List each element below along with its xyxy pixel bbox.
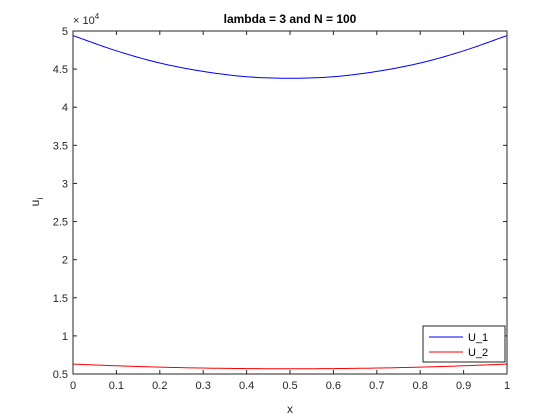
y-tick-label: 4 xyxy=(62,102,68,114)
x-axis-label: x xyxy=(287,402,293,416)
y-tick-label: 3.5 xyxy=(53,140,68,152)
axes-box xyxy=(72,30,508,375)
x-tick-label: 0.6 xyxy=(326,380,341,392)
y-exponent-label: × 104 xyxy=(73,12,100,27)
y-tick-label: 1.5 xyxy=(53,293,68,305)
series-line-u-2 xyxy=(72,363,508,370)
y-tick-label: 4.5 xyxy=(53,64,68,76)
x-tick-label: 0.1 xyxy=(109,380,124,392)
plot-area xyxy=(73,31,507,374)
y-tick-label: 0.5 xyxy=(53,369,68,381)
legend-label: U_2 xyxy=(468,347,488,359)
y-axis-label: ui xyxy=(28,198,45,207)
x-tick-label: 0.2 xyxy=(152,380,167,392)
y-tick-label: 3 xyxy=(62,178,68,190)
x-tick-label: 0.4 xyxy=(239,380,254,392)
x-tick-label: 0 xyxy=(70,380,76,392)
y-tick-label: 2 xyxy=(62,255,68,267)
x-tick-label: 0.8 xyxy=(413,380,428,392)
legend-box xyxy=(422,325,506,363)
legend: U_1U_2 xyxy=(422,325,506,363)
series-line-u-1 xyxy=(72,35,508,79)
y-tick-label: 2.5 xyxy=(53,217,68,229)
y-axis-label-group: ui xyxy=(28,198,45,207)
x-tick-label: 0.5 xyxy=(282,380,297,392)
y-axis-label-subscript: i xyxy=(35,198,45,200)
x-tick-label: 0.7 xyxy=(369,380,384,392)
legend-label: U_1 xyxy=(468,332,488,344)
ticks-layer: 0 0.1 0.2 0.3 0.4 0.5 0.6 0.7 0.8 0.9 1 0.5 1 1.5 2 2.5… xyxy=(53,26,510,392)
x-tick-label: 0.3 xyxy=(196,380,211,392)
chart-title: lambda = 3 and N = 100 xyxy=(224,12,357,26)
y-tick-label: 1 xyxy=(62,331,68,343)
y-tick-label: 5 xyxy=(62,26,68,38)
x-tick-label: 0.9 xyxy=(456,380,471,392)
x-tick-label: 1 xyxy=(504,380,510,392)
series-layer xyxy=(72,35,508,370)
